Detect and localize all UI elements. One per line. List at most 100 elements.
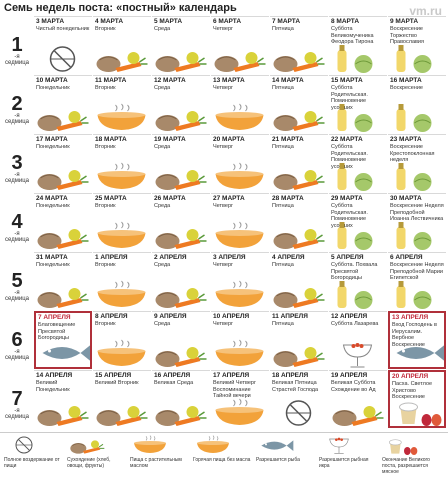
legend-item: Горячая пища без масла [193, 435, 253, 479]
day-cell: 30 МАРТА Воскресение Неделя Преподобной И… [388, 193, 446, 251]
day-cell: 15 МАРТА Суббота Родительская. Поминовени… [329, 75, 387, 133]
day-date: 16 АПРЕЛЯ [154, 372, 191, 379]
hot-bowl-icon [93, 221, 151, 251]
hot-bowl-icon [211, 221, 269, 251]
day-cell: 3 МАРТА Чистый понедельник [34, 16, 92, 74]
day-name: Великая Среда [154, 380, 194, 386]
day-date: 29 МАРТА [331, 195, 363, 202]
day-date: 19 АПРЕЛЯ [331, 372, 368, 379]
day-date: 11 МАРТА [95, 77, 127, 84]
day-name: Суббота. Похвала Пресвятой Богородицы [331, 262, 378, 281]
week-label: 6 -я седмица [2, 329, 32, 361]
day-name: Воскресение Неделя Преподобной Марии Еги… [390, 262, 444, 281]
day-date: 15 МАРТА [331, 77, 363, 84]
day-cell: 5 МАРТА Среда [152, 16, 210, 74]
day-cell: 31 МАРТА Понедельник [34, 252, 92, 310]
week-suffix: -я седмица [5, 54, 29, 66]
day-name: Пятница [272, 144, 294, 150]
week-number: 2 [11, 93, 23, 115]
day-date: 14 МАРТА [272, 77, 304, 84]
day-cell: 8 МАРТА Суббота Великомученика Феодора Ти… [329, 16, 387, 74]
day-date: 6 АПРЕЛЯ [390, 254, 423, 261]
day-date: 26 МАРТА [154, 195, 186, 202]
legend-text: Пища с растительным маслом [130, 457, 182, 469]
week-suffix: -я седмица [5, 113, 29, 125]
day-date: 7 МАРТА [272, 18, 301, 25]
week-label: 2 -я седмица [2, 93, 32, 125]
day-cell: 10 АПРЕЛЯ Четверг [211, 311, 269, 369]
day-name: Воскресение Торжество Православия [390, 26, 424, 45]
day-name: Вторник [95, 203, 116, 209]
day-cell: 29 МАРТА Суббота Родительская. Поминовени… [329, 193, 387, 251]
day-cell: 13 МАРТА Четверг [211, 75, 269, 133]
hot-bowl-icon [93, 103, 151, 133]
week-label: 4 -я седмица [2, 211, 32, 243]
caviar-glass-icon [319, 435, 379, 457]
day-cell: 22 МАРТА Суббота Родительская. Поминовени… [329, 134, 387, 192]
day-date: 18 АПРЕЛЯ [272, 372, 309, 379]
day-cell: 14 АПРЕЛЯ Великий Понедельник [34, 370, 92, 428]
day-cell: 12 АПРЕЛЯ Суббота Лазарева [329, 311, 387, 369]
day-name: Пятница [272, 203, 294, 209]
dry-food-icon [152, 44, 210, 74]
day-cell: 3 АПРЕЛЯ Четверг [211, 252, 269, 310]
dry-food-icon [211, 44, 269, 74]
day-cell: 6 МАРТА Четверг [211, 16, 269, 74]
day-name: Четверг [213, 144, 234, 150]
day-name: Четверг [213, 26, 234, 32]
hot-bowl-icon [130, 435, 190, 457]
day-cell: 11 МАРТА Вторник [93, 75, 151, 133]
day-date: 7 АПРЕЛЯ [38, 314, 71, 321]
day-cell: 4 АПРЕЛЯ Пятница [270, 252, 328, 310]
hot-bowl-icon [211, 162, 269, 192]
day-cell: 18 МАРТА Вторник [93, 134, 151, 192]
week-number: 6 [11, 329, 23, 351]
legend-item: Пища с растительным маслом [130, 435, 190, 479]
dry-food-icon [270, 44, 328, 74]
day-date: 21 МАРТА [272, 136, 304, 143]
day-date: 3 АПРЕЛЯ [213, 254, 246, 261]
legend-text: Сухоядение (хлеб, овощи, фрукты) [67, 457, 111, 469]
day-date: 4 МАРТА [95, 18, 124, 25]
day-name: Среда [154, 203, 171, 209]
day-date: 17 МАРТА [36, 136, 68, 143]
day-date: 1 АПРЕЛЯ [95, 254, 128, 261]
day-cell: 4 МАРТА Вторник [93, 16, 151, 74]
legend-item: Сухоядение (хлеб, овощи, фрукты) [67, 435, 127, 479]
day-cell: 24 МАРТА Понедельник [34, 193, 92, 251]
empty-plate-icon [34, 44, 92, 74]
day-name: Вход Господень в Иерусалим. Вербное Воск… [392, 322, 437, 348]
day-date: 8 МАРТА [331, 18, 360, 25]
day-date: 28 МАРТА [272, 195, 304, 202]
dry-food-icon [152, 398, 210, 428]
hot-bowl-icon [211, 398, 269, 428]
day-cell: 26 МАРТА Среда [152, 193, 210, 251]
dry-food-icon [270, 221, 328, 251]
day-cell: 21 МАРТА Пятница [270, 134, 328, 192]
fish-icon [256, 435, 316, 457]
dry-food-icon [270, 339, 328, 369]
oil-bottle-icon [329, 162, 387, 192]
day-cell: 8 АПРЕЛЯ Вторник [93, 311, 151, 369]
legend-item: Окончание Великого поста, разрешается мя… [382, 435, 442, 479]
day-name: Чистый понедельник [36, 26, 90, 32]
day-cell: 7 МАРТА Пятница [270, 16, 328, 74]
day-name: Пятница [272, 321, 294, 327]
day-cell: 10 МАРТА Понедельник [34, 75, 92, 133]
week-label: 7 -я седмица [2, 389, 32, 420]
legend-text: Окончание Великого поста, разрешается мя… [382, 457, 430, 475]
week-label: 5 -я седмица [2, 270, 32, 302]
day-date: 12 МАРТА [154, 77, 186, 84]
legend-item: Разрешается рыба [256, 435, 316, 479]
day-name: Пятница [272, 262, 294, 268]
dry-food-icon [34, 221, 92, 251]
day-cell: 28 МАРТА Пятница [270, 193, 328, 251]
week-number: 4 [11, 211, 23, 233]
week-number: 5 [11, 270, 23, 292]
day-cell: 27 МАРТА Четверг [211, 193, 269, 251]
dry-food-icon [270, 280, 328, 310]
day-name: Понедельник [36, 85, 70, 91]
watermark: vm.ru [409, 4, 442, 18]
day-date: 12 АПРЕЛЯ [331, 313, 368, 320]
empty-plate-icon [4, 435, 64, 457]
